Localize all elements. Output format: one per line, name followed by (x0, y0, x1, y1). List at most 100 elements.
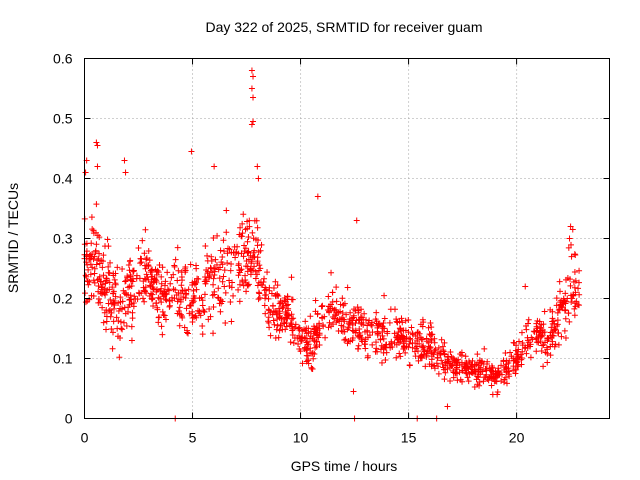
data-point (375, 321, 382, 328)
data-point (562, 290, 569, 297)
data-point (328, 269, 335, 276)
data-point (382, 357, 389, 364)
data-point (153, 299, 160, 306)
data-point (107, 296, 114, 303)
data-point (105, 243, 112, 250)
data-point (166, 297, 173, 304)
data-point (525, 316, 532, 323)
data-point (202, 242, 209, 249)
data-point (255, 296, 262, 303)
data-point (110, 318, 117, 325)
data-point (261, 275, 268, 282)
data-point (553, 295, 560, 302)
data-point (251, 253, 258, 260)
data-point (313, 325, 320, 332)
data-point (171, 262, 178, 269)
data-point (296, 327, 303, 334)
data-point (125, 261, 132, 268)
data-point (254, 271, 261, 278)
data-point (411, 348, 418, 355)
data-point (183, 305, 190, 312)
data-point (125, 292, 132, 299)
data-point (572, 289, 579, 296)
data-point (92, 247, 99, 254)
data-point (88, 292, 95, 299)
data-point (192, 313, 199, 320)
data-point (405, 317, 412, 324)
data-point (512, 347, 519, 354)
data-point (530, 328, 537, 335)
data-point (273, 326, 280, 333)
data-point (326, 309, 333, 316)
data-point (121, 304, 128, 311)
data-point (538, 325, 545, 332)
data-point (342, 336, 349, 343)
data-point (239, 278, 246, 285)
data-point (438, 357, 445, 364)
data-point (96, 260, 103, 267)
data-point (329, 289, 336, 296)
data-point (191, 280, 198, 287)
data-point (556, 278, 563, 285)
data-point (524, 345, 531, 352)
data-point (471, 361, 478, 368)
data-point (195, 307, 202, 314)
data-point (400, 327, 407, 334)
data-point (350, 314, 357, 321)
data-point (247, 271, 254, 278)
data-point (409, 344, 416, 351)
data-point (245, 249, 252, 256)
data-point (244, 282, 251, 289)
data-point (220, 237, 227, 244)
data-point (148, 267, 155, 274)
data-point (575, 285, 582, 292)
data-point (565, 310, 572, 317)
data-point (289, 331, 296, 338)
data-point (396, 339, 403, 346)
data-point (214, 232, 221, 239)
data-point (250, 73, 257, 80)
data-point (106, 286, 113, 293)
data-point (354, 304, 361, 311)
data-point (146, 257, 153, 264)
data-point (374, 348, 381, 355)
data-point (527, 341, 534, 348)
data-point (429, 331, 436, 338)
data-point (510, 357, 517, 364)
data-point (170, 271, 177, 278)
data-point (189, 297, 196, 304)
data-point (301, 334, 308, 341)
data-point (257, 279, 264, 286)
data-point (178, 313, 185, 320)
data-point (533, 320, 540, 327)
data-point (305, 341, 312, 348)
data-point (261, 292, 268, 299)
data-point (412, 353, 419, 360)
data-point (112, 280, 119, 287)
data-point (554, 309, 561, 316)
data-point (524, 334, 531, 341)
data-point (197, 312, 204, 319)
data-point (217, 247, 224, 254)
data-point (221, 248, 228, 255)
data-point (566, 318, 573, 325)
data-point (224, 250, 231, 257)
data-point (346, 321, 353, 328)
data-point (96, 250, 103, 257)
data-point (494, 391, 501, 398)
data-point (148, 295, 155, 302)
data-point (143, 271, 150, 278)
data-point (187, 301, 194, 308)
data-point (386, 319, 393, 326)
data-point (100, 258, 107, 265)
data-point (199, 331, 206, 338)
data-point (355, 342, 362, 349)
data-point (143, 262, 150, 269)
data-point (122, 169, 129, 176)
data-point (339, 295, 346, 302)
data-point (289, 296, 296, 303)
data-point (213, 261, 220, 268)
data-point (158, 323, 165, 330)
data-point (87, 261, 94, 268)
data-point (139, 295, 146, 302)
